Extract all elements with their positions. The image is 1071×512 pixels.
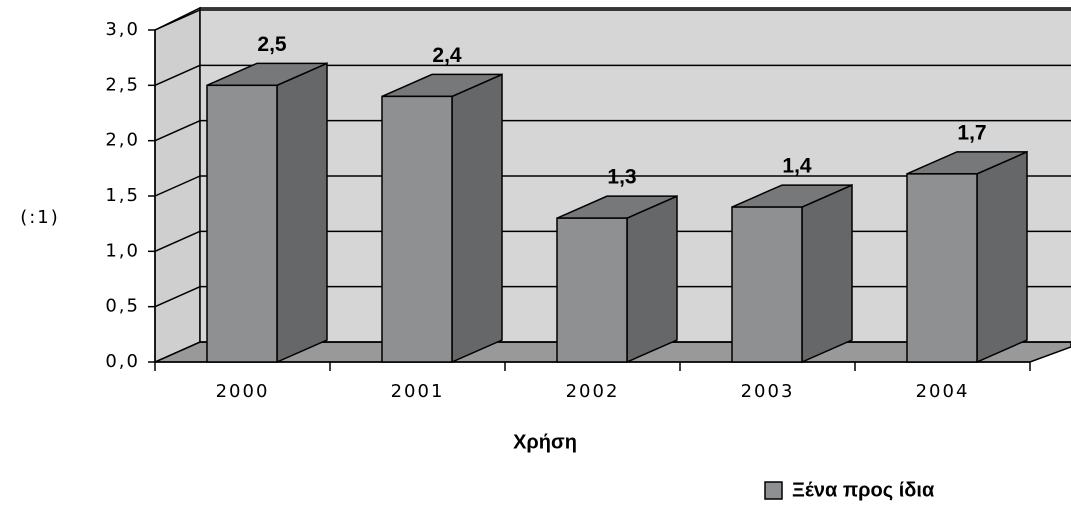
grid-line	[154, 230, 201, 253]
data-label: 1,3	[607, 166, 636, 189]
y-tick-label: 1,5	[105, 185, 140, 206]
y-tick-label: 2,5	[105, 74, 140, 95]
y-axis-label: (:1)	[20, 207, 60, 228]
y-tick-label: 1,0	[105, 240, 140, 261]
x-tick-label: 2000	[216, 381, 270, 402]
y-tick-label: 0,5	[105, 296, 140, 317]
grid-line	[154, 285, 201, 308]
bars	[206, 62, 1028, 364]
bar-side	[976, 150, 1028, 364]
bar-side	[801, 183, 853, 364]
x-axis-label: Χρήση	[513, 431, 577, 453]
grid-line	[154, 9, 201, 31]
y-tick-label: 0,0	[105, 351, 140, 372]
x-tick-label: 2004	[916, 381, 970, 402]
x-tick-label: 2001	[391, 381, 445, 402]
x-tick-label: 2003	[741, 381, 795, 402]
bar	[906, 173, 978, 363]
bar-side	[451, 73, 503, 364]
bar	[731, 206, 803, 363]
grid-line	[154, 64, 201, 87]
bar	[381, 95, 453, 363]
grid-line	[154, 119, 201, 142]
y-tick-label: 3,0	[105, 19, 140, 40]
bar	[206, 84, 278, 363]
grid-line	[154, 341, 201, 363]
legend-swatch	[764, 481, 783, 500]
x-tick-label: 2002	[566, 381, 620, 402]
data-label: 2,5	[257, 33, 287, 56]
side-wall	[154, 6, 201, 364]
bar-side	[276, 62, 328, 364]
grid-line	[154, 175, 201, 197]
data-label: 1,7	[957, 121, 986, 144]
y-tick-label: 2,0	[105, 130, 140, 151]
bar-side	[626, 194, 678, 364]
bar	[556, 217, 628, 363]
data-label: 1,4	[782, 155, 812, 178]
data-label: 2,4	[432, 44, 462, 67]
legend-label: Ξένα προς ίδια	[792, 479, 935, 501]
